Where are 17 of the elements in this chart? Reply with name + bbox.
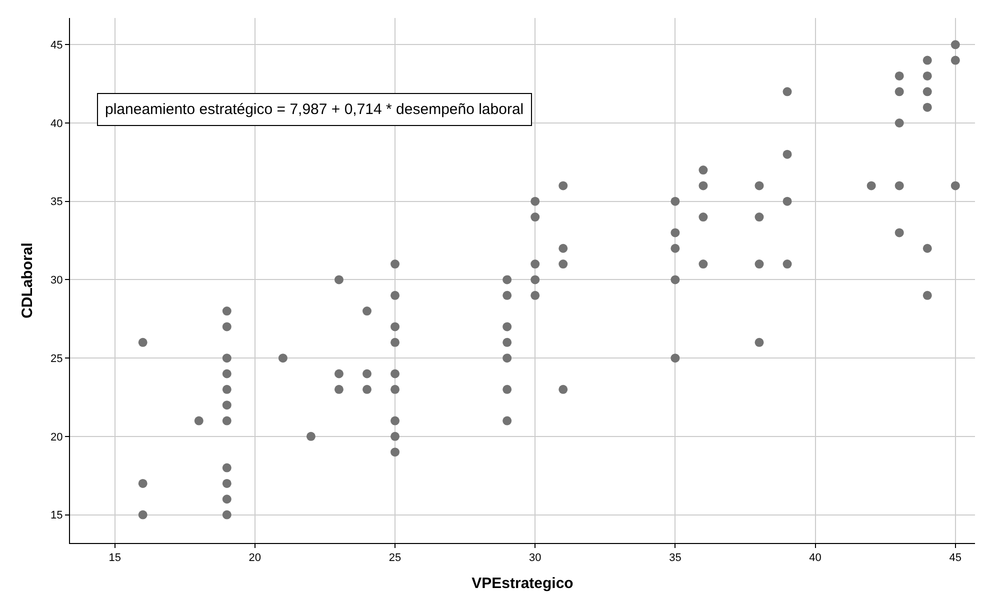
x-tick-label: 25: [388, 552, 402, 564]
x-axis-title: VPEstrategico: [472, 575, 574, 592]
y-tick-label: 35: [50, 196, 63, 208]
y-tick-label: 20: [50, 431, 63, 444]
x-tick-label: 20: [248, 552, 262, 564]
x-tick-label: 30: [528, 552, 542, 564]
x-tick-label: 45: [949, 552, 962, 564]
y-tick-label: 25: [50, 352, 63, 365]
y-tick-label: 45: [50, 39, 63, 52]
y-tick-label: 30: [50, 274, 63, 287]
x-tick-label: 15: [108, 552, 121, 564]
x-tick-label: 35: [669, 552, 682, 564]
x-tick-label: 40: [809, 552, 822, 564]
annotation: planeamiento estratégico = 7,987 + 0,714 * desempeño laboral: [105, 101, 524, 118]
y-tick-label: 15: [50, 510, 63, 522]
y-axis-title: CDLaboral: [18, 242, 36, 318]
y-tick-label: 40: [50, 118, 63, 130]
